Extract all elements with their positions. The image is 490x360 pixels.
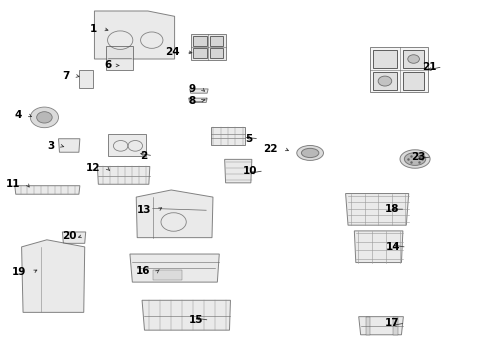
Text: 16: 16 [136, 266, 151, 276]
Bar [210, 36, 223, 46]
Circle shape [30, 107, 58, 128]
Polygon shape [359, 317, 403, 335]
Bar [403, 50, 424, 68]
Text: 12: 12 [86, 163, 101, 173]
Circle shape [378, 76, 392, 86]
Bar [211, 127, 245, 145]
Bar [210, 48, 223, 58]
Bar [193, 48, 207, 58]
Bar [79, 70, 94, 88]
Bar [366, 317, 370, 335]
Polygon shape [224, 159, 252, 183]
Bar [393, 317, 398, 335]
Text: 17: 17 [384, 318, 399, 328]
Ellipse shape [400, 150, 430, 168]
Text: 2: 2 [140, 151, 147, 161]
Text: 6: 6 [105, 60, 112, 71]
Text: 7: 7 [62, 71, 69, 81]
Polygon shape [58, 139, 80, 152]
Bar [370, 47, 428, 92]
Text: 9: 9 [188, 84, 196, 94]
Text: 8: 8 [188, 96, 196, 105]
Text: 4: 4 [14, 110, 22, 120]
Polygon shape [62, 232, 86, 243]
Text: 20: 20 [62, 231, 76, 241]
Text: 14: 14 [386, 242, 400, 252]
Text: 5: 5 [245, 134, 253, 144]
Ellipse shape [301, 148, 319, 158]
Bar [106, 46, 133, 71]
Polygon shape [95, 11, 174, 59]
Polygon shape [130, 254, 220, 282]
Text: 21: 21 [422, 62, 437, 72]
Text: 3: 3 [48, 141, 54, 151]
Polygon shape [354, 231, 403, 262]
Circle shape [408, 55, 419, 63]
Ellipse shape [297, 145, 323, 161]
Text: 15: 15 [189, 315, 203, 325]
Bar [191, 34, 225, 60]
Bar [193, 36, 207, 46]
Polygon shape [22, 240, 85, 312]
Text: 13: 13 [137, 205, 152, 215]
Text: 18: 18 [385, 204, 399, 214]
Bar [153, 270, 182, 280]
Polygon shape [189, 98, 207, 103]
Text: 11: 11 [6, 179, 21, 189]
Text: 24: 24 [165, 47, 180, 57]
Polygon shape [136, 190, 213, 238]
Bar [403, 72, 424, 90]
Text: 19: 19 [12, 267, 26, 277]
Text: 23: 23 [411, 152, 426, 162]
Polygon shape [345, 194, 409, 225]
Text: 22: 22 [264, 144, 278, 154]
Ellipse shape [404, 153, 426, 165]
Text: 10: 10 [243, 166, 258, 176]
Polygon shape [190, 89, 208, 93]
Polygon shape [15, 186, 80, 194]
Text: 1: 1 [90, 24, 97, 34]
Circle shape [37, 112, 52, 123]
Polygon shape [98, 166, 150, 184]
Bar [373, 50, 397, 68]
Bar [108, 134, 146, 156]
Polygon shape [142, 300, 230, 330]
Bar [373, 72, 397, 90]
